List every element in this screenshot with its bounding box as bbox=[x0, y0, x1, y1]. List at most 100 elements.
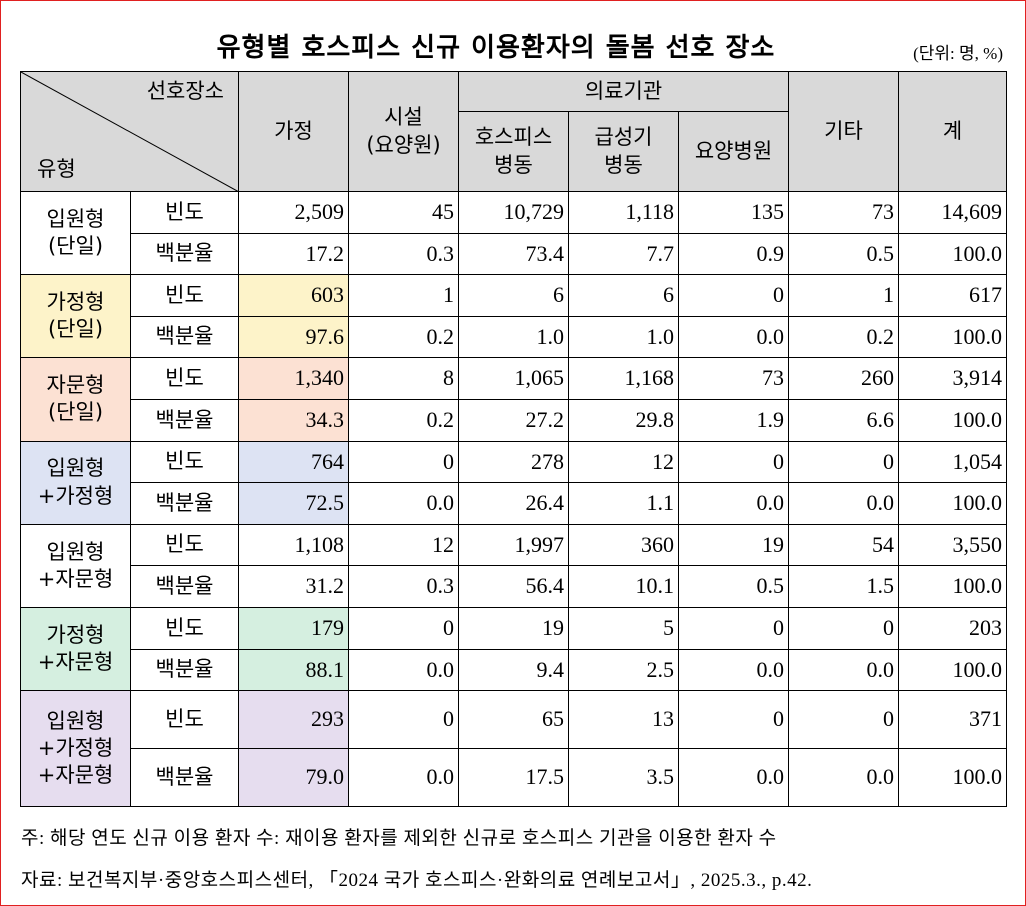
cell-line: (단일) bbox=[47, 234, 104, 259]
source: 자료: 보건복지부·중앙호스피스센터, 「2024 국가 호스피스·완화의료 연… bbox=[21, 870, 813, 891]
note: 주: 해당 연도 신규 이용 환자 수: 재이용 환자를 제외한 신규로 호스피… bbox=[21, 828, 777, 849]
value-cell: 617 bbox=[898, 274, 1007, 317]
column-subheader: 호스피스 병동 bbox=[458, 111, 569, 192]
table: 선호장소 유형 가정 시설 (요양원) 의료기관 기타 계 호스피스 병동 급성기 병동 요양병원 입원형… bbox=[20, 71, 1007, 808]
cell-line: +자문형 bbox=[37, 566, 114, 591]
cell-line: (단일) bbox=[47, 317, 104, 342]
value-cell: 100.0 bbox=[898, 482, 1007, 525]
value-cell: 79.0 bbox=[238, 748, 349, 808]
value-cell: 0 bbox=[678, 440, 789, 484]
column-header: 시설 (요양원) bbox=[348, 71, 459, 192]
cell-line: 입원형 bbox=[46, 456, 105, 481]
cell-line: 급성기 bbox=[594, 125, 653, 150]
cell-line: 가정 bbox=[274, 118, 313, 143]
value-cell: 1.5 bbox=[788, 565, 899, 608]
row-label: 빈도 bbox=[130, 606, 239, 650]
data-row: 입원형 +가정형 빈도 764 0 278 12 0 0 1,054 bbox=[20, 440, 1007, 525]
value-cell: 278 bbox=[458, 440, 569, 484]
value-cell: 0.2 bbox=[348, 315, 459, 359]
row-label: 백분율 bbox=[130, 398, 239, 442]
value-cell: 72.5 bbox=[238, 482, 349, 525]
value-cell: 88.1 bbox=[238, 648, 349, 692]
value-cell: 13 bbox=[568, 690, 679, 750]
value-cell: 0.0 bbox=[348, 482, 459, 525]
value-cell: 0.3 bbox=[348, 232, 459, 276]
value-cell: 0 bbox=[678, 274, 789, 317]
value-cell: 10,729 bbox=[458, 191, 569, 234]
value-cell: 45 bbox=[348, 191, 459, 234]
column-header: 의료기관 bbox=[458, 71, 789, 112]
value-cell: 3.5 bbox=[568, 748, 679, 808]
value-cell: 6 bbox=[458, 274, 569, 317]
cell-line: 병동 bbox=[604, 152, 643, 177]
value-cell: 0 bbox=[348, 690, 459, 750]
value-cell: 0.0 bbox=[348, 748, 459, 808]
value-cell: 360 bbox=[568, 523, 679, 567]
value-cell: 100.0 bbox=[898, 232, 1007, 276]
cell-line: (요양원) bbox=[366, 132, 441, 157]
value-cell: 1.9 bbox=[678, 398, 789, 442]
value-cell: 1,108 bbox=[238, 523, 349, 567]
value-cell: 1,118 bbox=[568, 191, 679, 234]
value-cell: 293 bbox=[238, 690, 349, 750]
value-cell: 5 bbox=[568, 606, 679, 650]
row-label: 백분율 bbox=[130, 748, 239, 808]
cell-line: 가정형 bbox=[46, 622, 105, 647]
data-row: 백분율 88.1 0.0 9.4 2.5 0.0 0.0 100.0 bbox=[21, 648, 1007, 692]
cell-line: 계 bbox=[942, 118, 963, 143]
value-cell: 19 bbox=[458, 606, 569, 650]
row-label: 백분율 bbox=[130, 232, 239, 276]
value-cell: 2,509 bbox=[238, 191, 349, 234]
value-cell: 29.8 bbox=[568, 398, 679, 442]
type-cell: 입원형 (단일) bbox=[20, 190, 131, 276]
value-cell: 1 bbox=[348, 274, 459, 317]
value-cell: 6.6 bbox=[788, 398, 899, 442]
corner-bottom: 유형 bbox=[37, 156, 76, 181]
row-label: 빈도 bbox=[130, 357, 239, 400]
data-row: 백분율 79.0 0.0 17.5 3.5 0.0 0.0 100.0 bbox=[21, 748, 1007, 808]
value-cell: 0 bbox=[788, 440, 899, 484]
value-cell: 0.0 bbox=[348, 648, 459, 692]
value-cell: 7.7 bbox=[568, 232, 679, 276]
value-cell: 0 bbox=[678, 606, 789, 650]
value-cell: 14,609 bbox=[898, 191, 1007, 234]
data-row: 입원형 +가정형 +자문형 빈도 293 0 65 13 0 0 371 bbox=[20, 690, 1007, 808]
row-label: 백분율 bbox=[130, 315, 239, 359]
value-cell: 100.0 bbox=[898, 315, 1007, 359]
data-row: 백분율 72.5 0.0 26.4 1.1 0.0 0.0 100.0 bbox=[21, 482, 1007, 525]
type-cell: 입원형 +가정형 +자문형 bbox=[20, 690, 131, 808]
value-cell: 9.4 bbox=[458, 648, 569, 692]
row-label: 백분율 bbox=[130, 482, 239, 525]
header-row: 선호장소 유형 가정 시설 (요양원) 의료기관 기타 계 bbox=[20, 71, 1007, 192]
cell-line: 입원형 bbox=[46, 708, 105, 733]
row-label: 백분율 bbox=[130, 648, 239, 692]
header-row: 호스피스 병동 급성기 병동 요양병원 bbox=[21, 111, 1007, 192]
cell-line: +자문형 bbox=[37, 650, 114, 675]
column-header: 기타 bbox=[788, 71, 899, 192]
value-cell: 1,054 bbox=[898, 440, 1007, 484]
row-label: 빈도 bbox=[130, 274, 239, 317]
cell-line: 호스피스 bbox=[474, 125, 553, 150]
value-cell: 1.0 bbox=[458, 315, 569, 359]
value-cell: 100.0 bbox=[898, 748, 1007, 808]
data-row: 백분율 31.2 0.3 56.4 10.1 0.5 1.5 100.0 bbox=[21, 565, 1007, 608]
title: 유형별 호스피스 신규 이용환자의 돌봄 선호 장소 bbox=[216, 33, 776, 63]
diagonal bbox=[21, 72, 239, 192]
cell-line: 기타 bbox=[824, 118, 863, 143]
value-cell: 0 bbox=[348, 606, 459, 650]
cell-line: 자문형 bbox=[46, 373, 105, 398]
value-cell: 0.0 bbox=[678, 315, 789, 359]
type-cell: 입원형 +가정형 bbox=[20, 440, 131, 525]
cell-line: 의료기관 bbox=[584, 78, 663, 103]
data-row: 백분율 97.6 0.2 1.0 1.0 0.0 0.2 100.0 bbox=[21, 315, 1007, 359]
type-cell: 입원형 +자문형 bbox=[20, 523, 131, 608]
value-cell: 31.2 bbox=[238, 565, 349, 608]
value-cell: 73 bbox=[788, 191, 899, 234]
value-cell: 100.0 bbox=[898, 565, 1007, 608]
value-cell: 8 bbox=[348, 357, 459, 400]
value-cell: 6 bbox=[568, 274, 679, 317]
cell-line: 입원형 bbox=[46, 206, 105, 231]
value-cell: 0.9 bbox=[678, 232, 789, 276]
value-cell: 0.5 bbox=[788, 232, 899, 276]
column-header: 계 bbox=[898, 71, 1007, 192]
